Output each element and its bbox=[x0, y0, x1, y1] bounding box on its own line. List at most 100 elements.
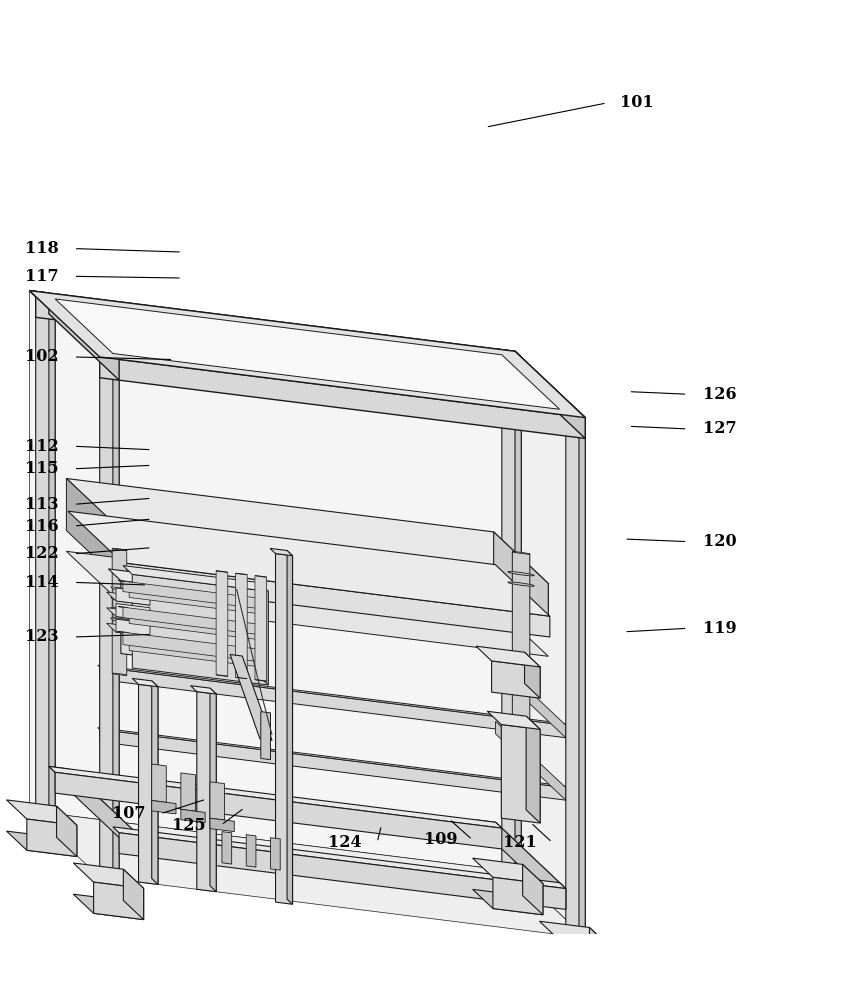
Text: 125: 125 bbox=[173, 817, 205, 834]
Polygon shape bbox=[559, 409, 585, 418]
Polygon shape bbox=[49, 293, 55, 819]
Text: 122: 122 bbox=[25, 545, 58, 562]
Polygon shape bbox=[123, 581, 259, 609]
Text: 107: 107 bbox=[112, 805, 145, 822]
Polygon shape bbox=[121, 530, 548, 636]
Polygon shape bbox=[111, 597, 264, 618]
Polygon shape bbox=[55, 772, 502, 849]
Polygon shape bbox=[216, 571, 228, 572]
Polygon shape bbox=[29, 291, 515, 872]
Polygon shape bbox=[133, 678, 158, 687]
Polygon shape bbox=[230, 654, 272, 740]
Polygon shape bbox=[29, 291, 119, 359]
Polygon shape bbox=[276, 554, 292, 904]
Polygon shape bbox=[74, 863, 144, 888]
Polygon shape bbox=[107, 623, 150, 636]
Polygon shape bbox=[55, 299, 559, 409]
Polygon shape bbox=[129, 613, 265, 640]
Polygon shape bbox=[123, 607, 259, 635]
Polygon shape bbox=[113, 353, 119, 880]
Polygon shape bbox=[493, 877, 543, 915]
Polygon shape bbox=[502, 355, 521, 877]
Polygon shape bbox=[107, 608, 150, 621]
Polygon shape bbox=[508, 582, 534, 586]
Polygon shape bbox=[523, 864, 543, 915]
Polygon shape bbox=[139, 684, 158, 884]
Polygon shape bbox=[29, 291, 55, 299]
Polygon shape bbox=[122, 563, 550, 637]
Polygon shape bbox=[487, 711, 540, 729]
Polygon shape bbox=[473, 858, 543, 884]
Polygon shape bbox=[539, 921, 610, 947]
Polygon shape bbox=[493, 532, 548, 636]
Polygon shape bbox=[111, 587, 264, 608]
Polygon shape bbox=[492, 661, 540, 698]
Polygon shape bbox=[98, 665, 585, 728]
Text: 114: 114 bbox=[25, 574, 58, 591]
Polygon shape bbox=[501, 725, 540, 823]
Polygon shape bbox=[112, 548, 127, 551]
Text: 119: 119 bbox=[703, 620, 736, 637]
Polygon shape bbox=[152, 681, 158, 884]
Polygon shape bbox=[210, 782, 225, 820]
Polygon shape bbox=[133, 574, 268, 685]
Polygon shape bbox=[271, 838, 280, 870]
Polygon shape bbox=[74, 894, 144, 920]
Polygon shape bbox=[124, 612, 134, 614]
Polygon shape bbox=[113, 827, 566, 889]
Polygon shape bbox=[512, 552, 530, 736]
Polygon shape bbox=[496, 349, 521, 357]
Polygon shape bbox=[512, 734, 530, 736]
Polygon shape bbox=[473, 889, 543, 915]
Polygon shape bbox=[261, 712, 271, 760]
Polygon shape bbox=[118, 606, 127, 608]
Text: 116: 116 bbox=[25, 518, 58, 535]
Polygon shape bbox=[113, 610, 264, 636]
Polygon shape bbox=[515, 351, 585, 438]
Polygon shape bbox=[100, 357, 119, 880]
Polygon shape bbox=[508, 572, 534, 576]
Text: 120: 120 bbox=[703, 533, 736, 550]
Polygon shape bbox=[112, 673, 127, 675]
Polygon shape bbox=[36, 297, 55, 819]
Polygon shape bbox=[29, 291, 585, 418]
Text: 124: 124 bbox=[329, 834, 362, 851]
Text: 126: 126 bbox=[703, 386, 736, 403]
Polygon shape bbox=[7, 800, 77, 825]
Polygon shape bbox=[113, 589, 264, 615]
Polygon shape bbox=[119, 833, 566, 909]
Polygon shape bbox=[191, 686, 216, 694]
Polygon shape bbox=[496, 659, 566, 738]
Polygon shape bbox=[124, 586, 134, 588]
Polygon shape bbox=[590, 927, 610, 978]
Polygon shape bbox=[496, 721, 566, 800]
Polygon shape bbox=[152, 764, 166, 802]
Polygon shape bbox=[515, 351, 521, 877]
Polygon shape bbox=[116, 619, 150, 636]
Polygon shape bbox=[94, 351, 119, 359]
Polygon shape bbox=[525, 652, 540, 698]
Polygon shape bbox=[123, 637, 135, 639]
Polygon shape bbox=[236, 573, 247, 575]
Polygon shape bbox=[246, 835, 256, 867]
Polygon shape bbox=[123, 566, 268, 591]
Polygon shape bbox=[181, 773, 195, 811]
Polygon shape bbox=[67, 551, 548, 656]
Text: 113: 113 bbox=[25, 496, 58, 513]
Polygon shape bbox=[166, 576, 179, 661]
Polygon shape bbox=[222, 832, 231, 864]
Text: 123: 123 bbox=[25, 628, 58, 645]
Polygon shape bbox=[111, 618, 264, 639]
Polygon shape bbox=[36, 297, 521, 378]
Polygon shape bbox=[27, 819, 77, 857]
Polygon shape bbox=[111, 607, 264, 628]
Polygon shape bbox=[116, 604, 150, 621]
Polygon shape bbox=[100, 357, 585, 438]
Polygon shape bbox=[123, 869, 144, 920]
Polygon shape bbox=[121, 581, 179, 661]
Polygon shape bbox=[259, 583, 268, 685]
Polygon shape bbox=[210, 688, 216, 892]
Polygon shape bbox=[68, 511, 550, 616]
Polygon shape bbox=[236, 573, 247, 679]
Text: 101: 101 bbox=[621, 94, 654, 111]
